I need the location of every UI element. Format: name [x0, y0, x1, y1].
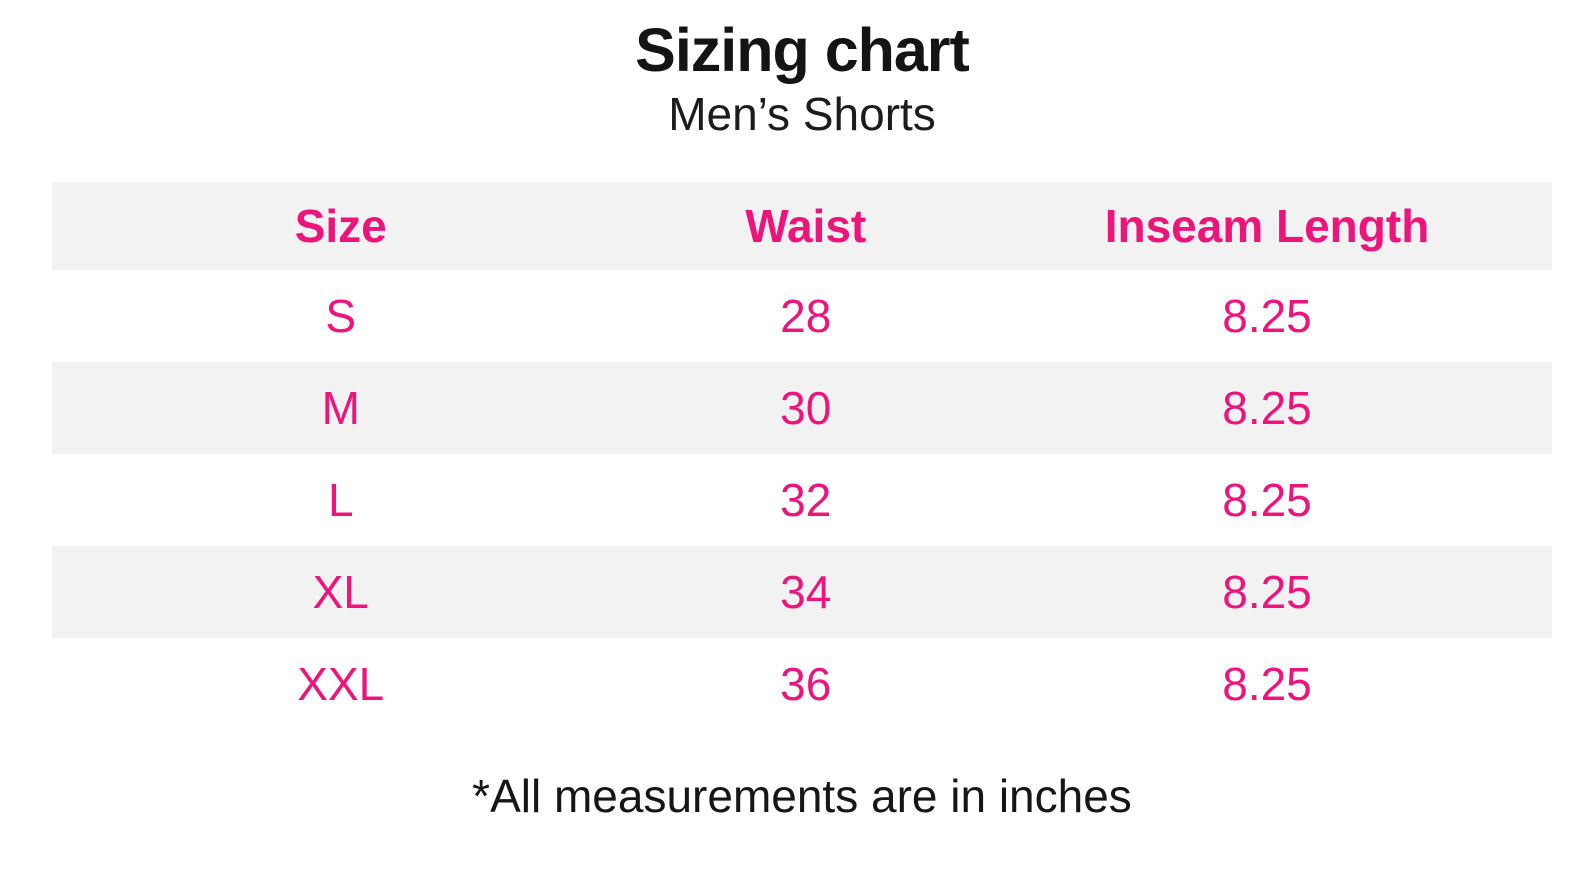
inseam-value: 8.25 [1222, 290, 1312, 342]
inseam-value: 8.25 [1222, 474, 1312, 526]
table-row: L 32 8.25 [52, 454, 1552, 546]
size-value: XXL [297, 658, 385, 710]
column-header-waist: Waist [745, 200, 867, 252]
waist-value: 28 [780, 290, 832, 342]
column-header-size: Size [294, 200, 387, 252]
waist-value: 30 [780, 382, 832, 434]
waist-value: 32 [780, 474, 832, 526]
table-header-row: Size Waist Inseam Length [52, 182, 1552, 270]
page-title: Sizing chart [635, 16, 970, 84]
table-row: XL 34 8.25 [52, 546, 1552, 638]
inseam-value: 8.25 [1222, 382, 1312, 434]
page-subtitle: Men’s Shorts [668, 88, 936, 140]
inseam-value: 8.25 [1222, 658, 1312, 710]
waist-value: 34 [780, 566, 832, 618]
size-value: S [325, 290, 357, 342]
waist-value: 36 [780, 658, 832, 710]
size-value: M [321, 382, 360, 434]
sizing-table: Size Waist Inseam Length S 28 8.25 M 30 … [52, 182, 1552, 730]
size-value: L [327, 474, 354, 526]
table-row: M 30 8.25 [52, 362, 1552, 454]
column-header-inseam: Inseam Length [1104, 200, 1430, 252]
inseam-value: 8.25 [1222, 566, 1312, 618]
sizing-chart-page: Sizing chart Men’s Shorts Size Waist Ins… [52, 0, 1552, 824]
table-row: S 28 8.25 [52, 270, 1552, 362]
size-value: XL [312, 566, 369, 618]
table-row: XXL 36 8.25 [52, 638, 1552, 730]
measurements-footnote: *All measurements are in inches [472, 770, 1132, 822]
